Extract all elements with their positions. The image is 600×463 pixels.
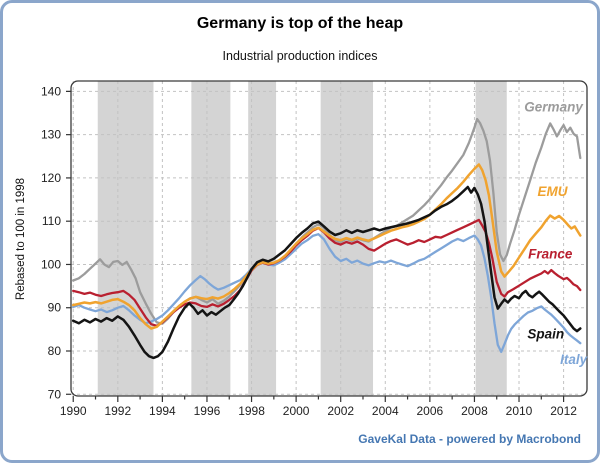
x-tick-label: 2000 [283,404,310,418]
series-label-spain: Spain [527,327,564,342]
series-line-emu [71,163,582,330]
series-line-spain [71,185,582,360]
y-axis-title: Rebased to 100 in 1998 [15,178,27,300]
source-attribution: GaveKal Data - powered by Macrobond [358,432,581,446]
x-tick-label: 2002 [327,404,354,418]
recession-band [97,81,154,396]
x-tick-label: 2012 [550,404,577,418]
recession-band [191,81,231,396]
recession-band [248,81,277,396]
x-tick-label: 1990 [60,404,87,418]
x-tick-label: 2010 [506,404,533,418]
y-tick-label: 120 [41,171,61,185]
x-tick-label: 2006 [417,404,444,418]
chart-subtitle: Industrial production indices [222,49,378,63]
series-label-germany: Germany [524,99,584,114]
y-tick-label: 90 [48,301,62,315]
chart-layers: 70 80 90 100 110 120 130 140 1990 1992 1994 1996 199… [41,80,589,418]
series-label-france: France [528,247,573,262]
x-tick-label: 2008 [461,404,488,418]
series-label-italy: Italy [560,352,589,367]
series-line-italy [72,233,582,354]
y-tick-label: 140 [41,84,61,98]
plot-frame [70,80,588,397]
chart-title: Germany is top of the heap [196,15,404,32]
x-tick-label: 1996 [194,404,221,418]
x-tick-label: 1994 [149,404,176,418]
y-tick-label: 100 [41,257,61,271]
recession-band [475,81,507,396]
y-tick-label: 80 [48,344,62,358]
x-tick-label: 1998 [238,404,265,418]
y-tick-label: 70 [48,387,62,401]
series-label-emu: EMU [537,184,568,199]
x-tick-label: 1992 [104,404,131,418]
y-tick-label: 110 [42,214,61,228]
chart-canvas: 70 80 90 100 110 120 130 140 1990 1992 1994 1996 199… [15,80,589,418]
y-tick-label: 130 [41,128,61,142]
x-tick-label: 2004 [372,404,399,418]
